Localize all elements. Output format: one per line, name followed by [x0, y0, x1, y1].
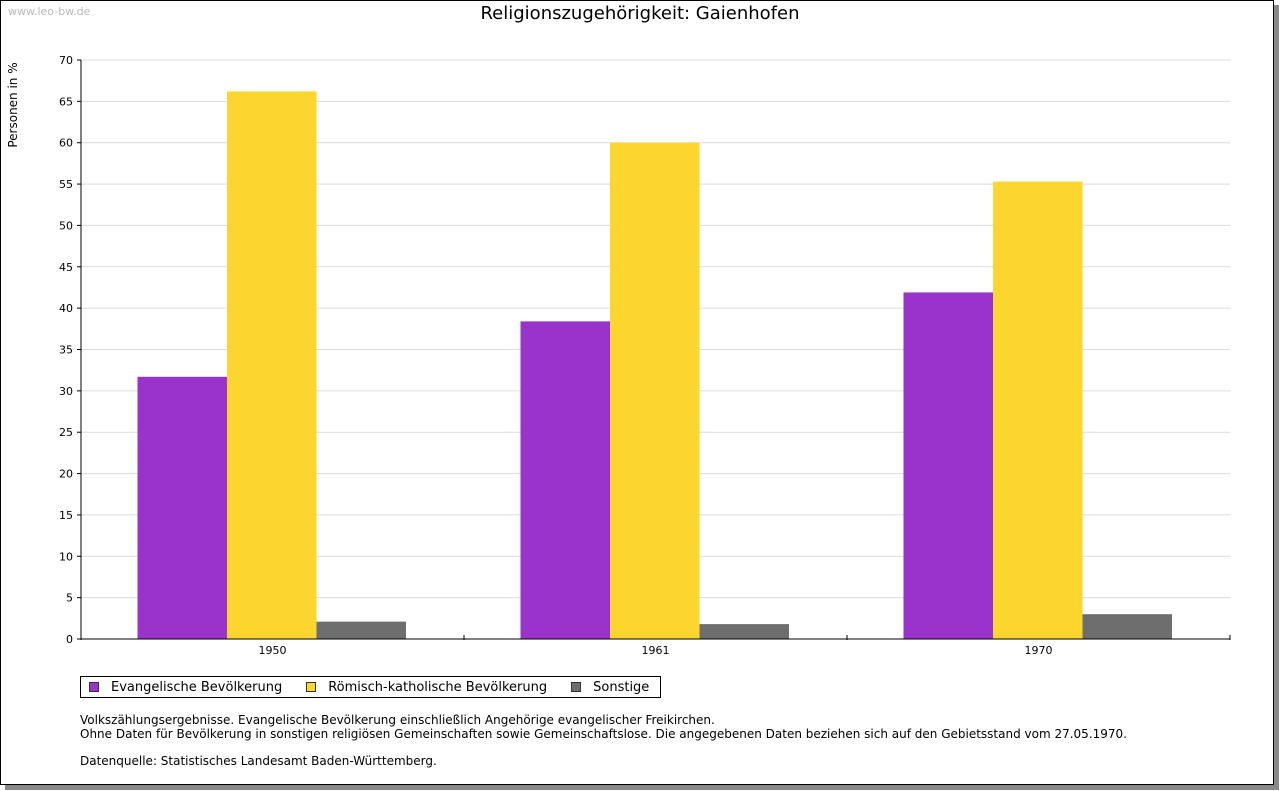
- x-tick-label: 1970: [1025, 644, 1053, 657]
- legend: Evangelische Bevölkerung Römisch-katholi…: [80, 676, 662, 698]
- footnote-line-2: Ohne Daten für Bevölkerung in sonstigen …: [80, 727, 1127, 741]
- bar-1-1: [610, 142, 700, 639]
- y-tick-label: 65: [59, 95, 73, 108]
- bar-2-0: [316, 621, 406, 639]
- bar-0-2: [903, 292, 993, 639]
- bar-2-1: [699, 624, 789, 639]
- bar-0-1: [520, 321, 610, 639]
- bar-1-0: [227, 91, 317, 640]
- y-tick-label: 25: [59, 426, 73, 439]
- y-tick-label: 50: [59, 219, 73, 232]
- legend-swatch-sonstige: [571, 682, 582, 692]
- legend-label-katholisch: Römisch-katholische Bevölkerung: [328, 679, 548, 695]
- y-tick-label: 30: [59, 385, 73, 398]
- footnote-line-1: Volkszählungsergebnisse. Evangelische Be…: [80, 713, 715, 727]
- data-source: Datenquelle: Statistisches Landesamt Bad…: [80, 754, 437, 768]
- legend-label-evangelisch: Evangelische Bevölkerung: [111, 679, 283, 695]
- legend-item-sonstige: Sonstige: [571, 680, 649, 695]
- legend-swatch-katholisch: [306, 682, 317, 692]
- x-tick-label: 1961: [642, 644, 670, 657]
- y-tick-label: 15: [59, 509, 73, 522]
- y-tick-label: 20: [59, 468, 73, 481]
- y-tick-label: 5: [66, 592, 73, 605]
- legend-item-evangelisch: Evangelische Bevölkerung: [89, 680, 282, 695]
- y-tick-label: 55: [59, 178, 73, 191]
- footnotes: Volkszählungsergebnisse. Evangelische Be…: [80, 713, 1127, 768]
- bar-0-0: [137, 376, 227, 639]
- legend-label-sonstige: Sonstige: [593, 679, 650, 695]
- chart-title: Religionszugehörigkeit: Gaienhofen: [480, 3, 800, 24]
- bar-1-2: [993, 181, 1083, 639]
- legend-item-katholisch: Römisch-katholische Bevölkerung: [306, 680, 547, 695]
- watermark: www.leo-bw.de: [8, 5, 91, 18]
- y-tick-label: 60: [59, 137, 73, 150]
- bar-2-2: [1082, 614, 1172, 639]
- y-tick-label: 0: [66, 633, 73, 646]
- y-tick-label: 35: [59, 344, 73, 357]
- y-tick-label: 70: [59, 54, 73, 67]
- y-tick-label: 45: [59, 261, 73, 274]
- legend-swatch-evangelisch: [89, 682, 99, 692]
- y-tick-label: 40: [59, 302, 73, 315]
- x-tick-label: 1950: [259, 644, 287, 657]
- y-tick-label: 10: [59, 550, 73, 563]
